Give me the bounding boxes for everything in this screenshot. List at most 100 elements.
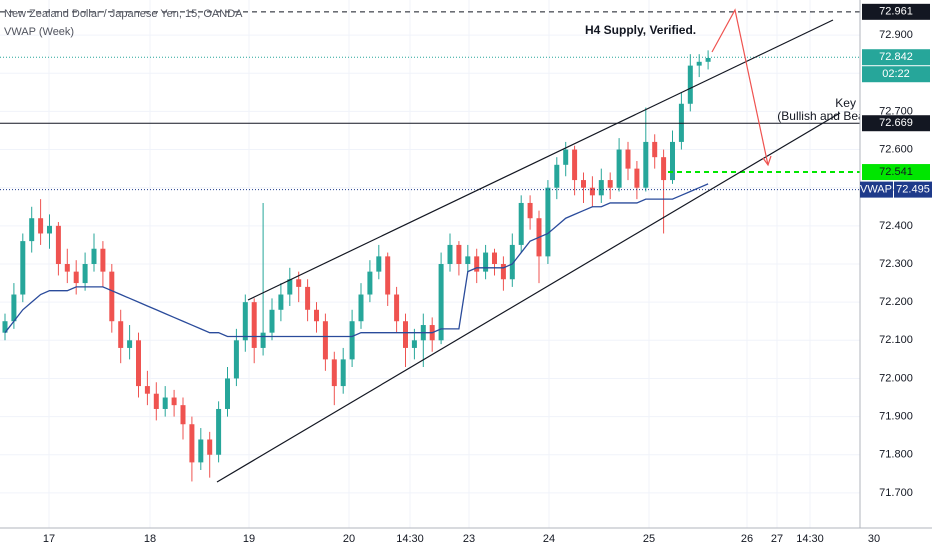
y-tick-label: 72.600	[879, 143, 913, 155]
candle-body	[260, 332, 266, 348]
candle-body	[153, 393, 159, 409]
y-tick-label: 72.300	[879, 258, 913, 270]
candle-body	[242, 302, 248, 341]
x-tick-label: 26	[741, 533, 753, 545]
candle-body	[189, 424, 195, 463]
price-label: 72.495	[896, 184, 930, 196]
candle-body	[109, 271, 115, 322]
candle-body	[474, 256, 480, 272]
y-tick-label: 71.700	[879, 487, 913, 499]
candle-body	[47, 225, 52, 234]
candle-body	[118, 321, 124, 348]
candle-body	[483, 252, 489, 272]
price-axis	[860, 0, 932, 550]
candle-body	[625, 149, 631, 169]
candle-body	[527, 202, 533, 219]
x-tick-label: 25	[643, 533, 655, 545]
price-label-box	[862, 115, 930, 132]
y-tick-label: 72.900	[879, 29, 913, 41]
plot	[0, 11, 860, 482]
candle-body	[340, 359, 346, 387]
axes: 71.700 71.800 71.900 72.000 72.100 72.200 72.3…	[43, 3, 932, 545]
candle-body	[687, 65, 693, 104]
candle-body	[100, 248, 106, 272]
candle-body	[171, 397, 177, 406]
candle-body	[643, 141, 649, 188]
candle-body	[322, 321, 328, 360]
candle-body	[269, 309, 275, 333]
x-tick-label: 18	[144, 533, 156, 545]
candle-body	[616, 149, 622, 188]
candle-body	[563, 149, 569, 165]
countdown-box	[862, 66, 930, 83]
price-label-box	[862, 49, 930, 66]
arrow-head	[762, 155, 772, 167]
price-label: 72.541	[879, 166, 913, 178]
candle-body	[358, 294, 364, 322]
price-label: 72.961	[879, 6, 913, 18]
candle-body	[411, 340, 417, 348]
candle-body	[225, 378, 230, 409]
x-tick-label: 14:30	[796, 533, 824, 545]
candle-body	[207, 439, 213, 455]
y-tick-label: 71.800	[879, 449, 913, 461]
price-label-box	[862, 164, 930, 181]
candle-body	[367, 271, 373, 295]
y-tick-label: 72.100	[879, 334, 913, 346]
candle-body	[216, 408, 222, 455]
y-tick-label: 72.000	[879, 372, 913, 384]
candle-body	[385, 256, 391, 295]
candle-body	[180, 405, 186, 425]
candle-body	[331, 359, 337, 387]
candle-body	[251, 302, 257, 348]
tag-box	[860, 181, 893, 198]
candle-body	[314, 309, 319, 322]
candle-body	[11, 294, 17, 322]
countdown-label: 02:22	[882, 68, 910, 80]
candle-body	[29, 218, 35, 242]
candle-body	[376, 256, 382, 272]
candle-body	[38, 218, 44, 234]
price-label-box	[894, 181, 932, 198]
annotation: H4 Supply, Verified.	[585, 23, 696, 37]
indicator-label: VWAP (Week)	[4, 26, 74, 38]
candle-body	[82, 264, 88, 284]
candle-body	[465, 256, 471, 264]
chart-title: New Zealand Dollar / Japanese Yen, 15, O…	[4, 8, 243, 20]
candle-body	[447, 244, 453, 264]
candle-body	[438, 264, 444, 341]
candle-body	[634, 168, 640, 188]
y-tick-label: 72.700	[879, 105, 913, 117]
price-label-box	[862, 3, 930, 20]
candle-body	[705, 57, 711, 62]
candle-body	[572, 149, 578, 181]
y-tick-label: 72.400	[879, 220, 913, 232]
x-tick-label: 23	[463, 533, 475, 545]
candle-body	[403, 321, 408, 348]
candle-body	[509, 244, 515, 280]
candle-body	[545, 187, 551, 257]
candle-body	[127, 340, 133, 348]
candle-body	[500, 264, 506, 280]
price-label: 72.842	[879, 51, 913, 63]
candle-body	[589, 187, 595, 196]
candle-body	[2, 321, 8, 333]
x-tick-label: 14:30	[396, 533, 424, 545]
candle-body	[394, 294, 400, 322]
x-tick-label: 24	[543, 533, 555, 545]
x-tick-label: 20	[343, 533, 355, 545]
x-tick-label: 27	[771, 533, 783, 545]
price-label: 72.669	[879, 117, 913, 129]
candle-body	[136, 340, 141, 387]
channel-lower	[216, 112, 841, 483]
candle-body	[198, 439, 204, 463]
candle-body	[278, 294, 284, 310]
candle-body	[598, 180, 604, 196]
candle-body	[607, 180, 613, 188]
candle-body	[581, 180, 586, 188]
candle-body	[55, 225, 61, 264]
y-tick-label: 71.900	[879, 411, 913, 423]
candle-body	[554, 164, 560, 188]
